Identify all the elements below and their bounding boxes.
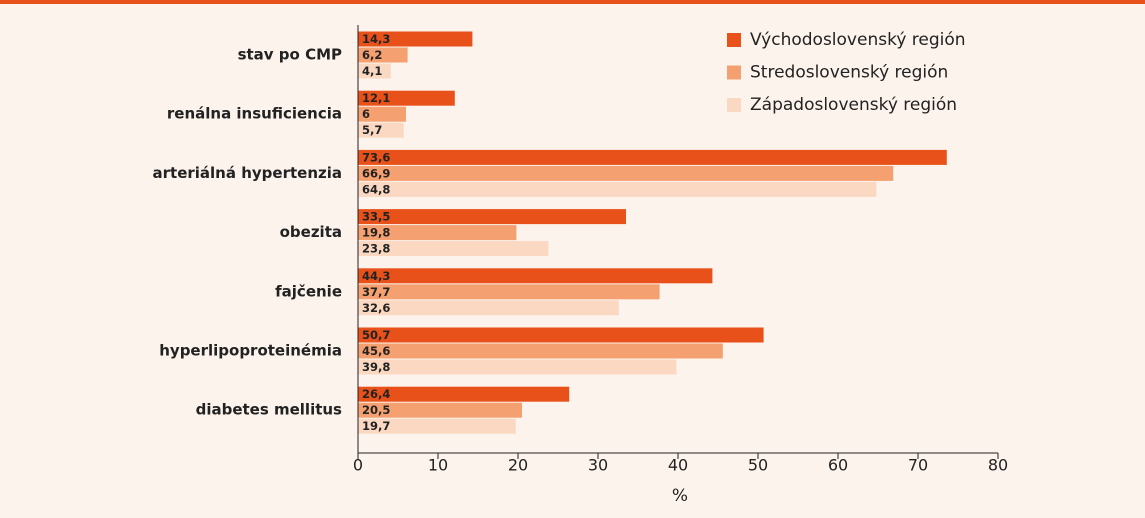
x-tick-label: 70 xyxy=(908,456,928,475)
x-axis-label: % xyxy=(672,486,688,506)
bar xyxy=(358,327,764,343)
value-label: 64,8 xyxy=(362,182,390,196)
bar xyxy=(358,343,723,359)
y-tick-label: obezita xyxy=(280,223,342,241)
bar xyxy=(358,268,713,284)
y-tick-label: diabetes mellitus xyxy=(196,401,342,419)
bar xyxy=(358,241,549,257)
value-label: 33,5 xyxy=(362,210,390,224)
value-label: 4,1 xyxy=(362,64,382,78)
top-border xyxy=(0,0,1145,4)
x-tick-label: 20 xyxy=(508,456,528,475)
bar xyxy=(358,225,517,241)
bar xyxy=(358,386,570,402)
bar xyxy=(358,63,391,79)
value-label: 32,6 xyxy=(362,301,390,315)
legend-swatch xyxy=(727,98,741,112)
value-label: 5,7 xyxy=(362,123,382,137)
value-label: 26,4 xyxy=(362,387,390,401)
value-label: 19,8 xyxy=(362,226,390,240)
value-label: 73,6 xyxy=(362,150,390,164)
bar xyxy=(358,418,516,434)
value-label: 14,3 xyxy=(362,32,390,46)
bar xyxy=(358,181,877,197)
x-tick-label: 30 xyxy=(588,456,608,475)
bar xyxy=(358,90,455,106)
y-tick-label: arteriálná hypertenzia xyxy=(153,164,342,182)
legend-label: Západoslovenský región xyxy=(750,95,957,115)
x-tick-label: 10 xyxy=(428,456,448,475)
bar xyxy=(358,402,522,418)
legend-swatch xyxy=(727,65,741,80)
legend-label: Stredoslovenský región xyxy=(750,63,948,83)
value-label: 12,1 xyxy=(362,91,390,105)
legend-label: Východoslovenský región xyxy=(750,30,966,50)
bar xyxy=(358,149,947,165)
y-tick-label: renálna insuficiencia xyxy=(167,105,342,123)
bar xyxy=(358,122,404,138)
value-label: 23,8 xyxy=(362,242,390,256)
legend-swatch xyxy=(727,33,741,47)
value-label: 19,7 xyxy=(362,419,390,433)
x-tick-label: 0 xyxy=(353,456,363,475)
bar xyxy=(358,31,473,47)
bar xyxy=(358,47,408,63)
value-label: 37,7 xyxy=(362,285,390,299)
value-label: 39,8 xyxy=(362,360,390,374)
x-tick-label: 80 xyxy=(988,456,1008,475)
value-label: 50,7 xyxy=(362,328,390,342)
bar xyxy=(358,300,619,316)
value-label: 44,3 xyxy=(362,269,390,283)
y-tick-label: hyperlipoproteinémia xyxy=(159,342,342,360)
value-label: 45,6 xyxy=(362,344,390,358)
bar xyxy=(358,106,406,122)
x-tick-label: 60 xyxy=(828,456,848,475)
x-tick-label: 40 xyxy=(668,456,688,475)
bar xyxy=(358,284,660,300)
value-label: 6 xyxy=(362,107,370,121)
value-label: 6,2 xyxy=(362,48,382,62)
y-tick-label: stav po CMP xyxy=(238,46,342,64)
value-label: 66,9 xyxy=(362,166,390,180)
y-tick-label: fajčenie xyxy=(275,282,342,300)
bar xyxy=(358,209,626,225)
x-tick-label: 50 xyxy=(748,456,768,475)
value-label: 20,5 xyxy=(362,403,390,417)
bar xyxy=(358,359,677,375)
bar xyxy=(358,165,894,181)
